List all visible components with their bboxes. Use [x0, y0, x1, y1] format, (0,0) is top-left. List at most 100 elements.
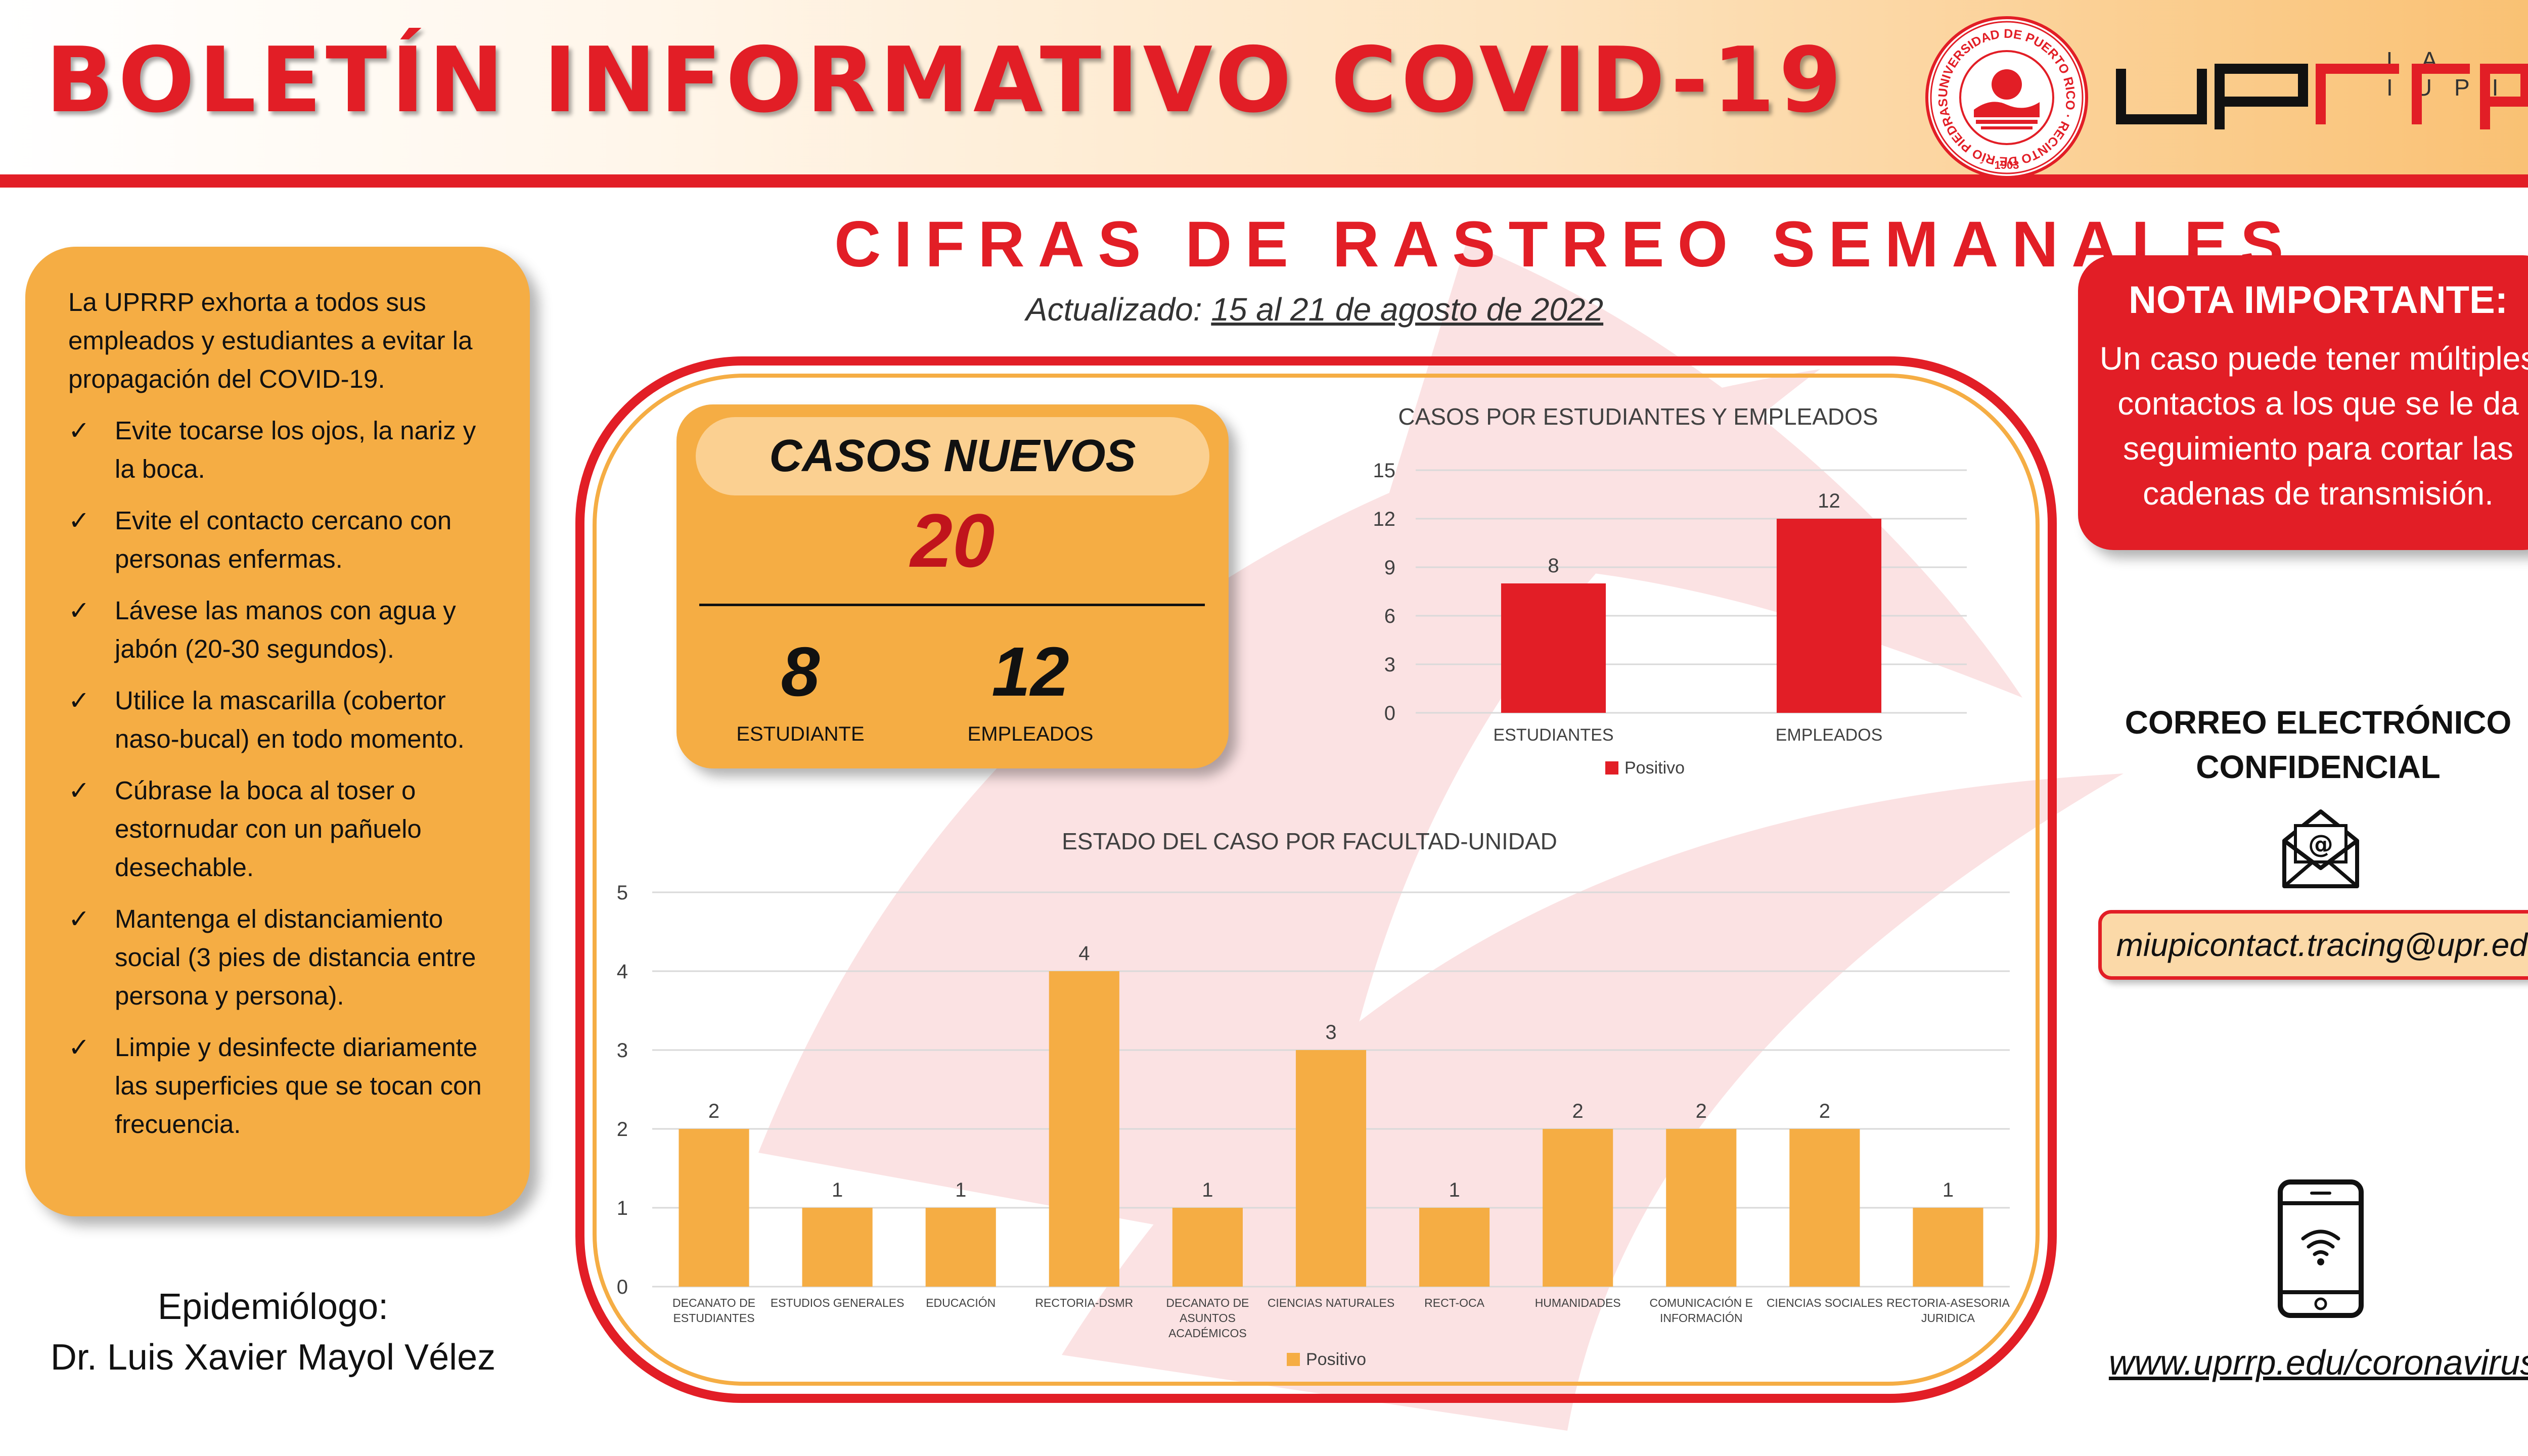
check-icon: ✓ — [68, 904, 90, 933]
tip-text: Mantenga el distanciamiento social (3 pi… — [115, 904, 476, 1010]
data-label: 1 — [955, 1179, 966, 1201]
y-tick-label: 12 — [1373, 508, 1396, 530]
data-label: 2 — [1819, 1100, 1830, 1122]
y-tick-label: 1 — [617, 1197, 628, 1219]
y-tick-label: 0 — [1384, 702, 1395, 724]
y-tick-label: 5 — [617, 882, 628, 904]
updated-line: Actualizado: 15 al 21 de agosto de 2022 — [809, 291, 1820, 328]
list-item: ✓ Utilice la mascarilla (cobertor naso-bu… — [68, 681, 492, 758]
employees-count: 12 — [991, 633, 1069, 711]
check-icon: ✓ — [68, 1033, 90, 1062]
data-label: 8 — [1548, 555, 1559, 577]
check-icon: ✓ — [68, 776, 90, 805]
x-tick-label: RECTORIA-DSMR — [1035, 1296, 1133, 1309]
x-tick-label: DECANATO DE ESTUDIANTES — [672, 1296, 755, 1325]
updated-date: 15 al 21 de agosto de 2022 — [1211, 291, 1604, 328]
bar — [1501, 583, 1606, 713]
y-tick-label: 4 — [617, 961, 628, 983]
chart-by-faculty: ESTADO DEL CASO POR FACULTAD-UNIDAD 0 1 2 3 4… — [617, 828, 2010, 1369]
x-tick-label: ESTUDIOS GENERALES — [771, 1296, 905, 1309]
list-item: ✓ Evite el contacto cercano con personas … — [68, 502, 492, 578]
y-tick-label: 9 — [1384, 557, 1395, 579]
check-icon: ✓ — [68, 506, 90, 535]
x-tick-label: HUMANIDADES — [1535, 1296, 1621, 1309]
data-label: 1 — [832, 1179, 843, 1201]
tip-text: Limpie y desinfecte diariamente las supe… — [115, 1033, 482, 1139]
check-icon: ✓ — [68, 686, 90, 715]
x-tick-label: COMUNICACIÓN E INFORMACIÓN — [1650, 1296, 1753, 1325]
epidemiologist-credit: Epidemiólogo: Dr. Luis Xavier Mayol Véle… — [30, 1282, 516, 1383]
data-label: 2 — [1696, 1100, 1707, 1122]
data-label: 1 — [1202, 1179, 1213, 1201]
important-note: NOTA IMPORTANTE: Un caso puede tener múl… — [2078, 255, 2528, 550]
svg-text:@: @ — [2308, 830, 2333, 859]
data-label: 4 — [1078, 942, 1090, 965]
mail-icon: @ — [2282, 809, 2359, 888]
prevention-tips: ✓ Evite tocarse los ojos, la nariz y la b… — [68, 412, 492, 1144]
check-icon: ✓ — [68, 596, 90, 625]
y-tick-label: 3 — [1384, 654, 1395, 676]
x-tick-label: ESTUDIANTES — [1493, 725, 1613, 745]
tip-text: Lávese las manos con agua y jabón (20-30… — [115, 596, 456, 663]
bar — [1666, 1129, 1737, 1287]
prevention-intro: La UPRRP exhorta a todos sus empleados y… — [68, 288, 473, 393]
data-label: 1 — [1943, 1179, 1954, 1201]
x-tick-label: CIENCIAS NATURALES — [1268, 1296, 1394, 1309]
x-tick-label: DECANATO DE ASUNTOS ACADÉMICOS — [1166, 1296, 1249, 1340]
list-item: ✓ Mantenga el distanciamiento social (3 p… — [68, 900, 492, 1015]
bar — [925, 1208, 996, 1287]
stats-frame-outer — [575, 356, 2057, 1403]
uprrp-logo: uprrp — [2116, 64, 2528, 129]
y-tick-label: 2 — [617, 1118, 628, 1141]
header-banner — [0, 0, 2528, 174]
students-count: 8 — [781, 633, 820, 711]
employees-label: EMPLEADOS — [967, 723, 1094, 745]
check-icon: ✓ — [68, 416, 90, 445]
legend-swatch — [1605, 761, 1618, 775]
bar — [1295, 1050, 1367, 1287]
bar — [1789, 1129, 1860, 1287]
list-item: ✓ Cúbrase la boca al toser o estornudar c… — [68, 771, 492, 887]
email-heading: CORREO ELECTRÓNICO CONFIDENCIAL — [2073, 700, 2528, 789]
bar — [1049, 971, 1119, 1287]
list-item: ✓ Lávese las manos con agua y jabón (20-3… — [68, 592, 492, 668]
x-tick-label: EDUCACIÓN — [926, 1296, 996, 1309]
epidemiologist-label: Epidemiólogo: — [157, 1287, 389, 1327]
bar — [679, 1129, 749, 1287]
legend-swatch — [1287, 1353, 1300, 1366]
chart-title: CASOS POR ESTUDIANTES Y EMPLEADOS — [1398, 403, 1878, 430]
email-heading-line2: CONFIDENCIAL — [2196, 749, 2441, 785]
seal-year: 1903 — [1995, 159, 2019, 171]
chart-title: ESTADO DEL CASO POR FACULTAD-UNIDAD — [1062, 828, 1557, 854]
list-item: ✓ Evite tocarse los ojos, la nariz y la b… — [68, 412, 492, 488]
data-label: 1 — [1449, 1179, 1460, 1201]
website-link[interactable]: www.uprrp.edu/coronavirus — [2108, 1343, 2528, 1382]
tip-text: Evite el contacto cercano con personas e… — [115, 506, 452, 573]
bar — [1172, 1208, 1243, 1287]
bar — [1776, 519, 1882, 713]
new-cases-total: 20 — [910, 498, 995, 583]
section-title: CIFRAS DE RASTREO SEMANALES — [834, 208, 2297, 281]
list-item: ✓ Limpie y desinfecte diariamente las sup… — [68, 1028, 492, 1144]
new-cases-card: CASOS NUEVOS 20 8 ESTUDIANTE 12 EMPLEADO… — [676, 404, 1229, 768]
x-tick-label: EMPLEADOS — [1776, 725, 1883, 745]
x-tick-label: RECT-OCA — [1424, 1296, 1485, 1309]
bar — [802, 1208, 873, 1287]
epidemiologist-name: Dr. Luis Xavier Mayol Vélez — [50, 1337, 496, 1378]
note-title: NOTA IMPORTANTE: — [2128, 279, 2508, 322]
data-label: 2 — [708, 1100, 719, 1122]
legend-label: Positivo — [1624, 758, 1685, 778]
data-label: 3 — [1325, 1021, 1336, 1043]
y-tick-label: 0 — [617, 1276, 628, 1298]
prevention-panel: La UPRRP exhorta a todos sus empleados y… — [25, 247, 530, 1216]
page-title: BOLETÍN INFORMATIVO COVID-19 — [46, 28, 1846, 132]
data-label: 2 — [1572, 1100, 1584, 1122]
y-tick-label: 15 — [1373, 460, 1396, 482]
y-tick-label: 3 — [617, 1039, 628, 1062]
bar — [1543, 1129, 1613, 1287]
note-text: Un caso puede tener múltiples contactos … — [2099, 340, 2528, 512]
tip-text: Cúbrase la boca al toser o estornudar co… — [115, 776, 422, 882]
new-cases-divider — [699, 604, 1205, 606]
students-label: ESTUDIANTE — [736, 723, 865, 745]
email-link[interactable]: miupicontact.tracing@upr.edu — [2098, 910, 2528, 980]
